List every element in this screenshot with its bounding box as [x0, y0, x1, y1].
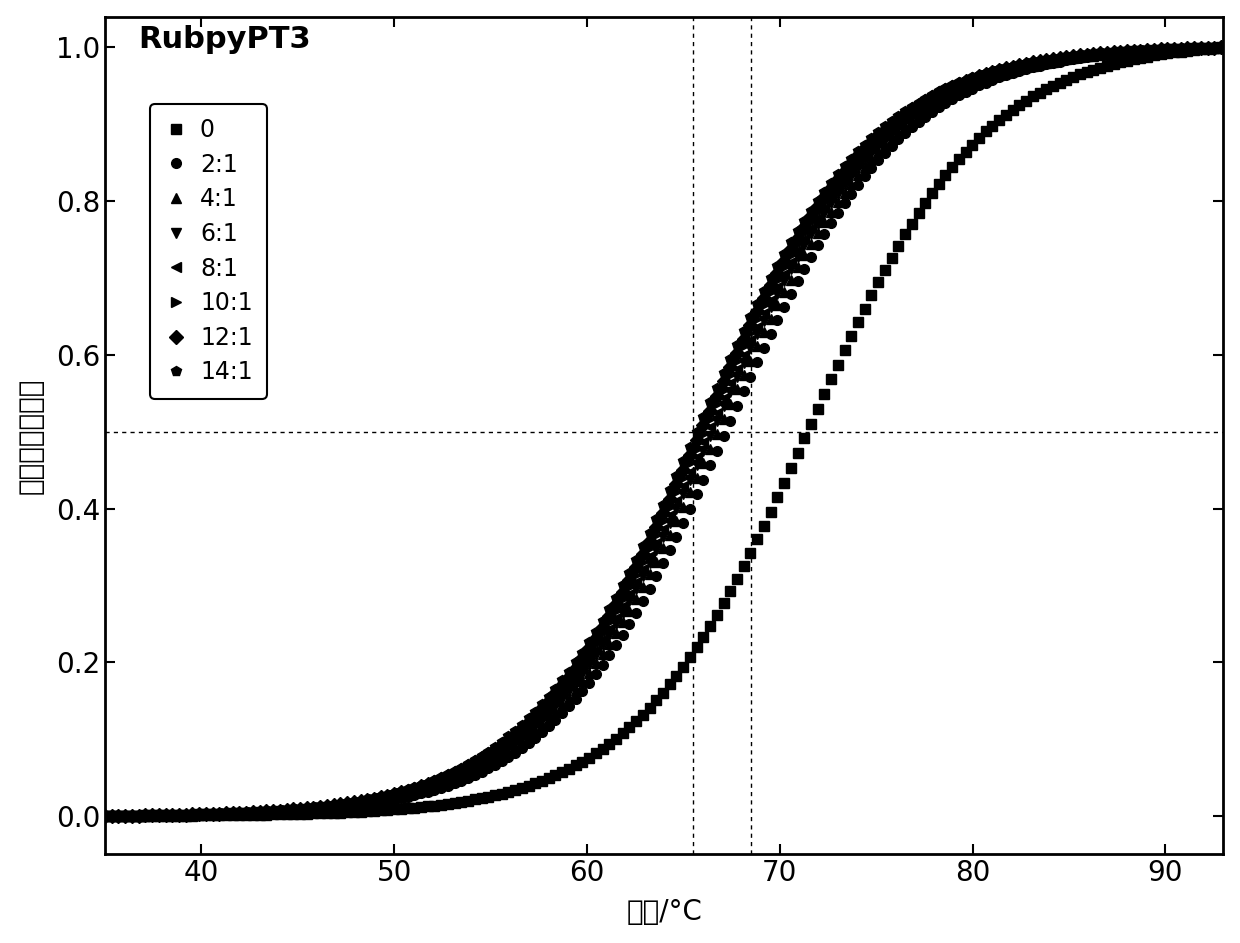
0	[98, 810, 113, 821]
4:1	[635, 582, 650, 593]
12:1	[629, 562, 644, 573]
6:1	[635, 571, 650, 582]
14:1	[1014, 58, 1029, 70]
14:1	[98, 810, 113, 821]
2:1	[763, 328, 777, 339]
10:1	[1189, 42, 1204, 54]
14:1	[1189, 42, 1204, 54]
14:1	[703, 397, 718, 408]
2:1	[1189, 42, 1204, 54]
Line: 4:1: 4:1	[100, 42, 1228, 820]
Line: 14:1: 14:1	[100, 42, 1228, 820]
8:1	[1189, 42, 1204, 54]
4:1	[1189, 42, 1204, 54]
8:1	[1216, 41, 1231, 53]
0	[1014, 98, 1029, 109]
10:1	[1216, 41, 1231, 53]
Text: RubpyPT3: RubpyPT3	[139, 25, 311, 54]
4:1	[98, 810, 113, 821]
2:1	[703, 459, 718, 471]
0	[703, 620, 718, 632]
Line: 12:1: 12:1	[100, 42, 1228, 820]
Y-axis label: 归一化荧光高度: 归一化荧光高度	[16, 377, 45, 494]
8:1	[1014, 60, 1029, 72]
12:1	[763, 279, 777, 290]
12:1	[703, 405, 718, 416]
0	[1216, 41, 1231, 53]
8:1	[629, 576, 644, 587]
12:1	[1014, 59, 1029, 71]
10:1	[98, 810, 113, 821]
6:1	[629, 583, 644, 594]
2:1	[98, 810, 113, 821]
Line: 10:1: 10:1	[100, 42, 1228, 820]
14:1	[1216, 41, 1231, 53]
6:1	[763, 302, 777, 313]
Line: 6:1: 6:1	[100, 42, 1228, 820]
12:1	[1216, 41, 1231, 53]
10:1	[629, 569, 644, 580]
8:1	[635, 563, 650, 574]
X-axis label: 温度/°C: 温度/°C	[626, 899, 702, 926]
6:1	[1014, 61, 1029, 73]
2:1	[1216, 41, 1231, 53]
12:1	[635, 549, 650, 560]
14:1	[763, 273, 777, 284]
14:1	[629, 554, 644, 566]
14:1	[635, 541, 650, 553]
6:1	[1189, 42, 1204, 54]
6:1	[1216, 41, 1231, 53]
6:1	[703, 430, 718, 441]
8:1	[703, 422, 718, 433]
0	[763, 505, 777, 517]
10:1	[763, 287, 777, 298]
2:1	[635, 595, 650, 606]
10:1	[1014, 59, 1029, 71]
4:1	[629, 593, 644, 604]
2:1	[629, 607, 644, 619]
10:1	[703, 413, 718, 424]
Legend: 0, 2:1, 4:1, 6:1, 8:1, 10:1, 12:1, 14:1: 0, 2:1, 4:1, 6:1, 8:1, 10:1, 12:1, 14:1	[150, 104, 267, 399]
8:1	[98, 810, 113, 821]
0	[1189, 44, 1204, 56]
4:1	[763, 313, 777, 324]
4:1	[1216, 41, 1231, 53]
0	[635, 709, 650, 720]
2:1	[1014, 65, 1029, 76]
4:1	[1014, 63, 1029, 74]
0	[629, 716, 644, 727]
Line: 8:1: 8:1	[100, 42, 1228, 820]
Line: 0: 0	[100, 42, 1228, 820]
Line: 2:1: 2:1	[100, 42, 1228, 820]
10:1	[635, 556, 650, 568]
4:1	[703, 443, 718, 455]
8:1	[763, 294, 777, 306]
12:1	[1189, 42, 1204, 54]
12:1	[98, 810, 113, 821]
6:1	[98, 810, 113, 821]
